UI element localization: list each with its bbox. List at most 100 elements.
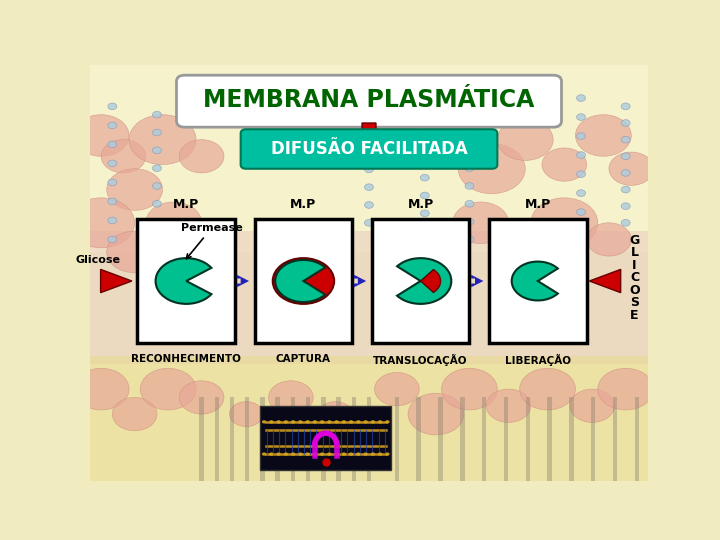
Bar xyxy=(351,397,356,481)
Circle shape xyxy=(520,368,575,410)
Circle shape xyxy=(276,420,281,423)
Circle shape xyxy=(621,136,630,143)
Circle shape xyxy=(312,420,317,423)
Bar xyxy=(336,397,341,481)
Circle shape xyxy=(577,209,585,215)
Bar xyxy=(291,397,295,481)
Bar xyxy=(245,397,250,481)
Bar xyxy=(90,356,648,481)
FancyArrow shape xyxy=(237,275,249,287)
Circle shape xyxy=(498,119,553,160)
Circle shape xyxy=(621,103,630,110)
Circle shape xyxy=(73,368,129,410)
Bar xyxy=(138,219,235,343)
Circle shape xyxy=(364,219,374,226)
FancyArrow shape xyxy=(354,275,366,287)
Circle shape xyxy=(486,389,531,422)
Circle shape xyxy=(327,420,332,423)
Wedge shape xyxy=(512,261,558,300)
Bar xyxy=(215,397,219,481)
Bar xyxy=(526,397,530,481)
Circle shape xyxy=(364,94,374,102)
Circle shape xyxy=(108,141,117,148)
Circle shape xyxy=(364,201,374,208)
Circle shape xyxy=(364,420,368,423)
Bar xyxy=(260,397,265,481)
Circle shape xyxy=(269,381,313,414)
Circle shape xyxy=(342,420,346,423)
Circle shape xyxy=(273,258,334,304)
Circle shape xyxy=(420,139,429,145)
Bar xyxy=(255,219,352,343)
Bar xyxy=(321,397,325,481)
Bar xyxy=(276,397,280,481)
Circle shape xyxy=(465,165,474,172)
FancyBboxPatch shape xyxy=(176,75,562,127)
Polygon shape xyxy=(101,269,132,293)
Text: M.P: M.P xyxy=(525,198,551,211)
Circle shape xyxy=(319,402,352,427)
Circle shape xyxy=(153,200,161,207)
Circle shape xyxy=(577,114,585,120)
Bar xyxy=(547,397,552,481)
Text: E: E xyxy=(630,309,639,322)
Circle shape xyxy=(334,453,339,456)
Circle shape xyxy=(356,453,361,456)
Circle shape xyxy=(420,157,429,163)
Text: RECONHECIMENTO: RECONHECIMENTO xyxy=(131,354,241,364)
Circle shape xyxy=(441,368,498,410)
Text: TRANSLOCAÇÃO: TRANSLOCAÇÃO xyxy=(374,354,468,366)
Bar xyxy=(416,397,421,481)
Circle shape xyxy=(101,140,145,173)
Circle shape xyxy=(108,236,117,243)
Circle shape xyxy=(577,171,585,178)
Circle shape xyxy=(621,203,630,210)
Circle shape xyxy=(420,103,429,110)
Circle shape xyxy=(621,153,630,160)
Circle shape xyxy=(107,168,163,211)
Circle shape xyxy=(378,453,382,456)
Circle shape xyxy=(420,121,429,127)
Bar xyxy=(634,397,639,481)
Bar xyxy=(372,219,469,343)
Circle shape xyxy=(621,120,630,126)
Circle shape xyxy=(291,453,295,456)
Text: C: C xyxy=(630,271,639,284)
Text: G: G xyxy=(629,234,640,247)
Circle shape xyxy=(140,368,196,410)
Circle shape xyxy=(364,184,374,191)
Circle shape xyxy=(320,453,325,456)
Circle shape xyxy=(153,165,161,172)
Circle shape xyxy=(153,236,161,243)
Circle shape xyxy=(108,217,117,224)
Circle shape xyxy=(298,453,302,456)
Circle shape xyxy=(531,198,598,248)
Wedge shape xyxy=(397,258,451,304)
Circle shape xyxy=(465,147,474,154)
Bar xyxy=(613,397,617,481)
Bar xyxy=(199,397,204,481)
Circle shape xyxy=(145,202,202,244)
Circle shape xyxy=(305,420,310,423)
Circle shape xyxy=(570,389,615,422)
Circle shape xyxy=(364,166,374,173)
Circle shape xyxy=(364,148,374,155)
Text: S: S xyxy=(630,296,639,309)
Text: Glicose: Glicose xyxy=(76,255,120,265)
Circle shape xyxy=(542,148,587,181)
Circle shape xyxy=(420,210,429,217)
FancyArrow shape xyxy=(355,123,383,150)
Circle shape xyxy=(378,420,382,423)
Circle shape xyxy=(284,453,288,456)
Text: M.P: M.P xyxy=(173,198,199,211)
Circle shape xyxy=(575,114,631,156)
Circle shape xyxy=(364,112,374,119)
Bar xyxy=(230,397,234,481)
FancyBboxPatch shape xyxy=(240,129,498,168)
Circle shape xyxy=(408,393,464,435)
Text: M.P: M.P xyxy=(408,198,433,211)
Wedge shape xyxy=(275,260,325,302)
Circle shape xyxy=(112,397,157,431)
Circle shape xyxy=(356,420,361,423)
Circle shape xyxy=(465,236,474,243)
